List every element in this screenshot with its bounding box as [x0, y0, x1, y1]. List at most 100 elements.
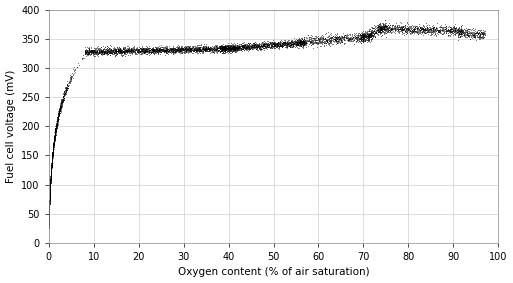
- Point: [96, 48, 104, 53]
- Point: [443, 27, 451, 32]
- Point: [199, 46, 207, 51]
- Point: [152, 48, 160, 53]
- Point: [46, 200, 54, 205]
- Point: [254, 42, 262, 47]
- Point: [255, 45, 263, 49]
- Point: [205, 49, 213, 53]
- Point: [50, 145, 58, 149]
- Point: [428, 27, 437, 32]
- Point: [456, 30, 464, 35]
- Point: [290, 42, 298, 46]
- Point: [100, 51, 108, 55]
- Point: [379, 30, 387, 35]
- Point: [420, 27, 428, 32]
- Point: [46, 198, 54, 202]
- Point: [48, 151, 56, 156]
- Point: [144, 51, 152, 55]
- Point: [358, 37, 366, 41]
- Point: [442, 30, 450, 35]
- Point: [128, 50, 136, 55]
- Point: [220, 45, 228, 50]
- Point: [201, 44, 209, 49]
- Point: [45, 223, 53, 227]
- Point: [258, 44, 266, 48]
- Point: [48, 157, 56, 161]
- Point: [63, 82, 71, 86]
- Point: [45, 211, 53, 216]
- Point: [244, 44, 252, 48]
- Point: [50, 135, 58, 139]
- Point: [382, 35, 390, 39]
- Point: [458, 30, 466, 35]
- Point: [346, 35, 354, 39]
- Point: [402, 29, 410, 34]
- Point: [271, 43, 279, 47]
- Point: [123, 48, 131, 53]
- Point: [138, 50, 146, 54]
- Point: [202, 48, 210, 52]
- Point: [143, 47, 151, 52]
- Point: [356, 32, 364, 36]
- Point: [219, 47, 227, 52]
- Point: [317, 36, 325, 40]
- Point: [376, 28, 384, 33]
- Point: [415, 31, 423, 35]
- Point: [312, 37, 321, 42]
- Point: [423, 27, 431, 32]
- Point: [155, 49, 163, 53]
- Point: [384, 29, 392, 33]
- Point: [395, 31, 403, 35]
- Point: [246, 46, 254, 50]
- Point: [187, 46, 195, 51]
- Point: [359, 39, 367, 44]
- Point: [273, 42, 281, 46]
- Point: [54, 121, 62, 125]
- Point: [301, 40, 309, 45]
- Point: [46, 174, 54, 179]
- Point: [414, 26, 422, 30]
- Point: [60, 94, 68, 98]
- Point: [45, 210, 53, 215]
- Point: [54, 117, 63, 122]
- Point: [150, 52, 158, 57]
- Point: [381, 27, 389, 31]
- Point: [65, 80, 73, 85]
- Point: [390, 30, 399, 34]
- Point: [248, 46, 256, 50]
- Point: [358, 33, 366, 38]
- Point: [442, 28, 450, 33]
- Point: [136, 45, 145, 50]
- Point: [161, 45, 169, 50]
- Point: [199, 48, 207, 53]
- Point: [195, 46, 204, 50]
- Point: [423, 25, 431, 29]
- Point: [230, 44, 238, 49]
- Point: [168, 49, 176, 53]
- Point: [45, 224, 53, 228]
- Point: [229, 43, 237, 48]
- Point: [378, 27, 386, 32]
- Point: [337, 40, 345, 45]
- Point: [249, 45, 258, 50]
- Point: [352, 37, 361, 41]
- Point: [93, 49, 102, 53]
- Point: [53, 123, 61, 128]
- Point: [352, 40, 360, 44]
- Point: [466, 31, 475, 35]
- Point: [308, 40, 316, 44]
- Point: [239, 45, 247, 49]
- Point: [236, 44, 244, 48]
- Point: [331, 36, 339, 41]
- Point: [148, 45, 156, 50]
- Point: [56, 100, 65, 105]
- Point: [51, 130, 60, 135]
- Point: [153, 49, 161, 53]
- Point: [100, 50, 108, 55]
- Point: [50, 141, 58, 145]
- Point: [412, 25, 421, 29]
- Point: [431, 26, 439, 31]
- Point: [250, 40, 259, 45]
- Point: [444, 33, 452, 37]
- Point: [46, 183, 54, 187]
- Point: [47, 163, 55, 168]
